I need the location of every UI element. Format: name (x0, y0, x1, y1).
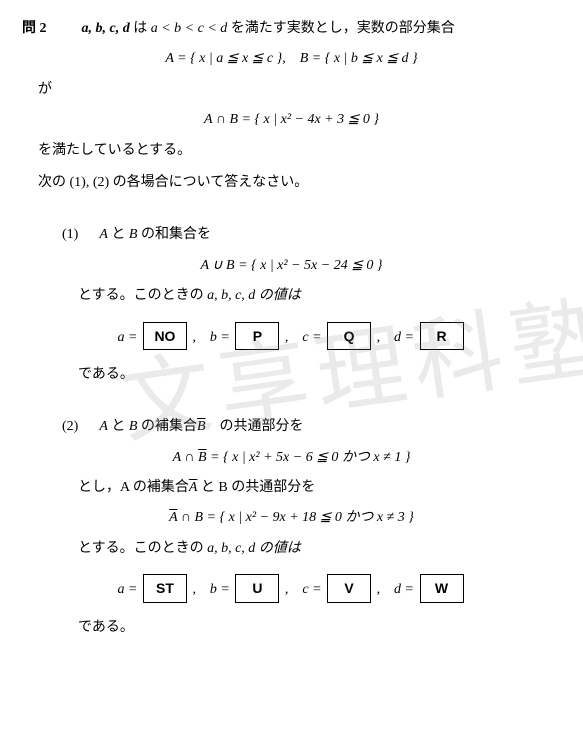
answer-row-2: a = ST , b = U , c = V , d = W (22, 574, 561, 602)
answer-box-p: P (235, 322, 279, 350)
text: と B の共通部分を (197, 480, 315, 495)
text: とする。このときの (78, 288, 204, 303)
b-eq: , b = (192, 582, 233, 597)
part-1-then: とする。このときの a, b, c, d の値は (78, 285, 561, 307)
dearu-2: である。 (78, 617, 561, 639)
part-2-text-2: とし，A の補集合A と B の共通部分を (78, 477, 561, 499)
part-2-then: とする。このときの a, b, c, d の値は (78, 538, 561, 560)
B-bar: B (197, 419, 206, 434)
c-eq: , c = (285, 330, 325, 345)
equation-sets-def: A = { x | a ≦ x ≦ c }, B = { x | b ≦ x ≦… (22, 48, 561, 70)
text-ga: が (38, 79, 561, 101)
text: は (133, 21, 147, 36)
text: a, b, c, d の値は (207, 541, 301, 556)
d-eq: , d = (377, 330, 418, 345)
part-1: (1) A と B の和集合を (62, 224, 561, 246)
text: ∩ B = { x | x² − 9x + 18 ≦ 0 かつ x ≠ 3 } (177, 510, 414, 525)
answer-box-st: ST (143, 574, 187, 602)
part-2-num: (2) (62, 419, 78, 434)
d-eq: , d = (377, 582, 418, 597)
text: とし，A の補集合 (78, 480, 189, 495)
answer-box-no: NO (143, 322, 187, 350)
a-eq: a = (117, 330, 140, 345)
equation-a-cap-bbar: A ∩ B = { x | x² + 5x − 6 ≦ 0 かつ x ≠ 1 } (22, 447, 561, 469)
answer-row-1: a = NO , b = P , c = Q , d = R (22, 322, 561, 350)
answer-box-v: V (327, 574, 371, 602)
text: = { x | x² + 5x − 6 ≦ 0 かつ x ≠ 1 } (207, 450, 411, 465)
sub-instruction: 次の (1), (2) の各場合について答えなさい。 (38, 172, 561, 194)
text-satisfy: を満たしているとする。 (38, 140, 561, 162)
answer-box-u: U (235, 574, 279, 602)
condition: a < b < c < d (151, 21, 228, 36)
equation-intersection: A ∩ B = { x | x² − 4x + 3 ≦ 0 } (22, 109, 561, 131)
vars: a, b, c, d (82, 21, 130, 36)
text: を満たす実数とし，実数の部分集合 (231, 21, 455, 36)
text: とする。このときの (78, 541, 204, 556)
equation-union: A ∪ B = { x | x² − 5x − 24 ≦ 0 } (22, 255, 561, 277)
equation-abar-cap-b: A ∩ B = { x | x² − 9x + 18 ≦ 0 かつ x ≠ 3 … (22, 507, 561, 529)
question-label: 問 2 (22, 21, 47, 36)
a-eq: a = (117, 582, 140, 597)
b-eq: , b = (192, 330, 233, 345)
text: a, b, c, d の値は (207, 288, 301, 303)
part-2-text-1: A と B の補集合B の共通部分を (99, 419, 303, 434)
part-2: (2) A と B の補集合B の共通部分を (62, 416, 561, 438)
answer-box-q: Q (327, 322, 371, 350)
text: A ∩ (173, 450, 198, 465)
answer-box-r: R (420, 322, 464, 350)
B-bar: B (198, 450, 207, 465)
dearu-1: である。 (78, 364, 561, 386)
part-1-text: A と B の和集合を (99, 227, 211, 242)
answer-box-w: W (420, 574, 464, 602)
c-eq: , c = (285, 582, 325, 597)
part-1-num: (1) (62, 227, 78, 242)
question-header: 問 2 a, b, c, d は a < b < c < d を満たす実数とし，… (22, 18, 561, 40)
